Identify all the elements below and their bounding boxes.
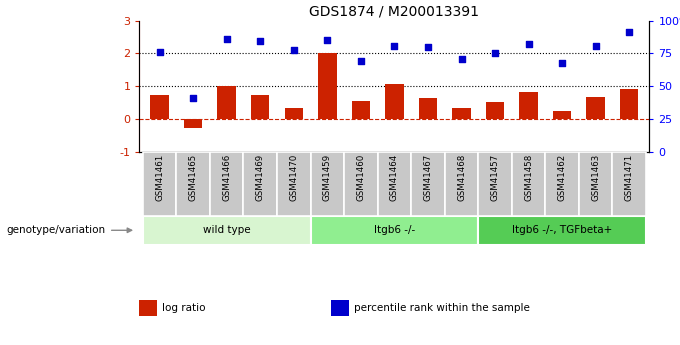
Point — [590, 43, 601, 49]
Point — [624, 29, 634, 35]
Point — [490, 50, 500, 56]
Bar — [143, 216, 311, 245]
Bar — [419, 98, 437, 119]
Bar — [579, 152, 613, 216]
Bar — [620, 89, 639, 119]
Bar — [150, 96, 169, 119]
Text: GSM41465: GSM41465 — [188, 154, 198, 201]
Bar — [553, 111, 571, 119]
Text: GSM41461: GSM41461 — [155, 154, 164, 201]
Text: GSM41471: GSM41471 — [625, 154, 634, 201]
Text: GSM41463: GSM41463 — [591, 154, 600, 201]
Bar — [277, 152, 311, 216]
Bar — [486, 102, 505, 119]
Point — [422, 44, 433, 50]
Bar — [411, 152, 445, 216]
Title: GDS1874 / M200013391: GDS1874 / M200013391 — [309, 4, 479, 18]
Bar — [352, 101, 370, 119]
Bar — [218, 86, 236, 119]
Text: Itgb6 -/-, TGFbeta+: Itgb6 -/-, TGFbeta+ — [512, 225, 612, 235]
Text: GSM41464: GSM41464 — [390, 154, 399, 201]
Bar — [385, 83, 404, 119]
Point — [188, 95, 199, 100]
Bar — [512, 152, 545, 216]
Bar — [344, 152, 377, 216]
Bar — [520, 92, 538, 119]
Text: GSM41462: GSM41462 — [558, 154, 566, 201]
Bar — [377, 152, 411, 216]
Bar — [478, 216, 646, 245]
Text: GSM41458: GSM41458 — [524, 154, 533, 201]
Point — [322, 38, 333, 43]
Text: log ratio: log ratio — [163, 303, 206, 313]
Point — [557, 61, 568, 66]
Bar — [478, 152, 512, 216]
Bar — [243, 152, 277, 216]
Text: wild type: wild type — [203, 225, 250, 235]
Bar — [318, 53, 337, 119]
Text: Itgb6 -/-: Itgb6 -/- — [374, 225, 415, 235]
Text: GSM41466: GSM41466 — [222, 154, 231, 201]
Bar — [176, 152, 210, 216]
Point — [288, 48, 299, 53]
Text: GSM41469: GSM41469 — [256, 154, 265, 201]
Text: GSM41468: GSM41468 — [457, 154, 466, 201]
Point — [456, 57, 467, 62]
Text: GSM41460: GSM41460 — [356, 154, 365, 201]
Text: percentile rank within the sample: percentile rank within the sample — [354, 303, 530, 313]
Bar — [445, 152, 478, 216]
Bar — [284, 108, 303, 119]
Bar — [452, 108, 471, 119]
Point — [154, 49, 165, 55]
Bar — [184, 119, 203, 128]
Bar — [613, 152, 646, 216]
Text: GSM41467: GSM41467 — [424, 154, 432, 201]
Text: GSM41470: GSM41470 — [289, 154, 299, 201]
Point — [255, 38, 266, 44]
Bar — [330, 300, 348, 316]
Point — [389, 43, 400, 49]
Bar — [586, 97, 605, 119]
Text: genotype/variation: genotype/variation — [7, 225, 106, 235]
Bar — [210, 152, 243, 216]
Text: GSM41457: GSM41457 — [490, 154, 500, 201]
Bar — [311, 152, 344, 216]
Bar — [143, 152, 176, 216]
Text: GSM41459: GSM41459 — [323, 154, 332, 201]
Bar — [311, 216, 478, 245]
Bar — [545, 152, 579, 216]
Point — [356, 58, 367, 63]
Bar — [139, 300, 157, 316]
Bar — [251, 96, 269, 119]
Point — [523, 41, 534, 47]
Point — [221, 36, 232, 41]
